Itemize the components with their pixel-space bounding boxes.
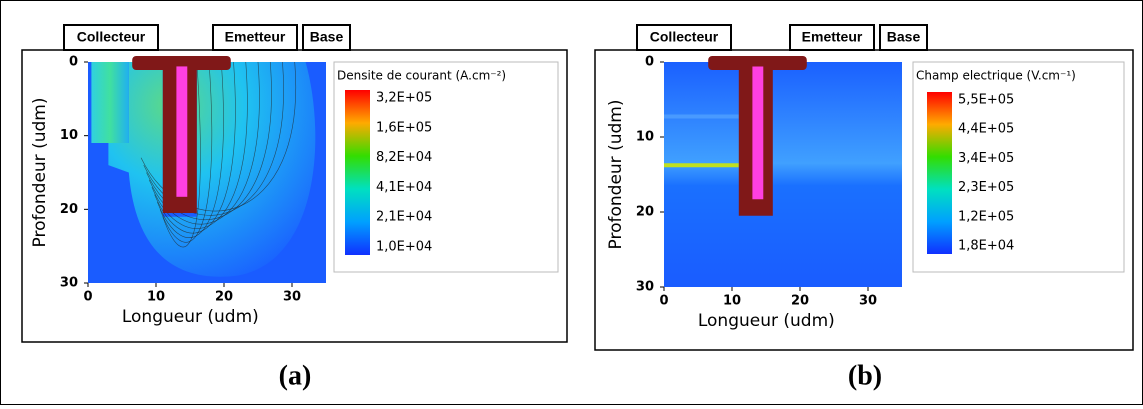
x-tick-label: 20 (791, 294, 809, 309)
field-band (664, 114, 739, 119)
region-tag-box (212, 24, 298, 51)
colorbar-label: 1,2E+05 (958, 209, 1014, 224)
x-tick-label: 30 (283, 290, 301, 305)
streamline (157, 61, 224, 239)
current-region (108, 62, 316, 277)
trench-core (176, 66, 188, 197)
y-tick-label: 20 (636, 205, 654, 220)
y-tick-label: 10 (636, 130, 654, 145)
current-region (91, 62, 129, 144)
y-tick-label: 30 (60, 276, 78, 291)
region-tag-box (63, 24, 159, 51)
colorbar-title: Champ electrique (V.cm⁻¹) (916, 69, 1076, 83)
colorbar-label: 3,4E+05 (958, 151, 1014, 166)
colorbar-label: 1,8E+04 (958, 239, 1014, 254)
y-tick-label: 0 (69, 55, 78, 70)
y-tick-label: 20 (60, 202, 78, 217)
caption: (b) (848, 360, 882, 391)
region-tag: Emetteur (802, 29, 863, 45)
field-band (664, 163, 739, 168)
colorbar-label: 1,0E+04 (376, 240, 432, 255)
colorbar-label: 4,1E+04 (376, 180, 432, 195)
y-axis-label: Profondeur (udm) (606, 100, 626, 250)
region-tag-box (789, 24, 875, 51)
colorbar (345, 90, 370, 255)
colorbar (927, 92, 952, 254)
region-tag: Base (887, 29, 921, 45)
region-tag-box (302, 24, 351, 51)
x-axis-label: Longueur (udm) (698, 311, 835, 331)
colorbar-label: 1,6E+05 (376, 120, 432, 135)
y-tick-label: 30 (636, 280, 654, 295)
streamline (162, 61, 201, 248)
heatmap-bg (664, 62, 902, 287)
x-tick-label: 20 (215, 290, 233, 305)
region-tag-box (879, 24, 928, 51)
colorbar-label: 2,3E+05 (958, 180, 1014, 195)
y-axis-label: Profondeur (udm) (30, 98, 50, 248)
colorbar-label: 2,1E+04 (376, 210, 432, 225)
colorbar-label: 4,4E+05 (958, 122, 1014, 137)
x-tick-label: 0 (659, 294, 668, 309)
colorbar-title: Densite de courant (A.cm⁻²) (337, 69, 506, 83)
caption: (a) (279, 360, 312, 391)
legend-frame (333, 61, 559, 273)
y-tick-label: 10 (60, 128, 78, 143)
streamline (154, 61, 236, 234)
x-tick-label: 30 (859, 294, 877, 309)
x-tick-label: 0 (83, 290, 92, 305)
trench-core (752, 66, 764, 200)
colorbar-label: 8,2E+04 (376, 150, 432, 165)
region-tag: Emetteur (225, 29, 286, 45)
colorbar-label: 5,5E+05 (958, 93, 1014, 108)
x-tick-label: 10 (723, 294, 741, 309)
heatmap (88, 56, 326, 283)
region-tag: Base (310, 29, 344, 45)
region-tag: Collecteur (650, 29, 719, 45)
colorbar-label: 3,2E+05 (376, 91, 432, 106)
region-tag-box (636, 24, 732, 51)
x-tick-label: 10 (147, 290, 165, 305)
heatmap (664, 56, 902, 287)
region-tag: Collecteur (77, 29, 146, 45)
x-axis-label: Longueur (udm) (122, 307, 259, 327)
y-tick-label: 0 (645, 55, 654, 70)
